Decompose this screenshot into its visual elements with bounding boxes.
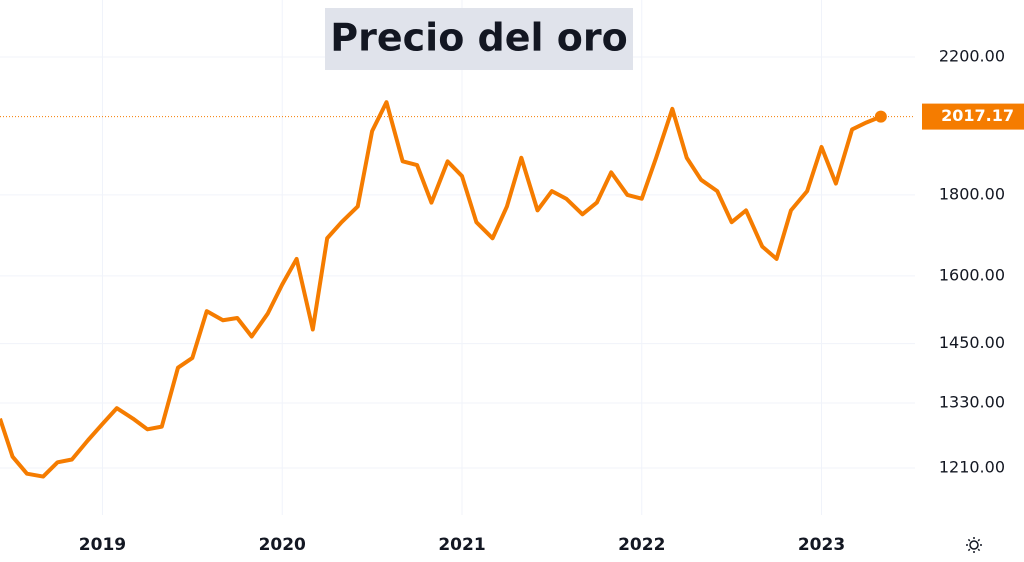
title-box <box>325 8 633 70</box>
price-line <box>0 100 882 479</box>
plot-area <box>0 100 915 479</box>
chart-title: Precio del oro <box>330 16 627 60</box>
y-tick-label: 1600.00 <box>939 265 1005 284</box>
x-tick-label: 2019 <box>79 535 126 555</box>
price-tag-label: 2017.17 <box>941 106 1014 125</box>
y-tick-label: 1450.00 <box>939 333 1005 352</box>
y-tick-label: 1210.00 <box>939 457 1005 476</box>
y-tick-label: 1800.00 <box>939 184 1005 203</box>
x-tick-label: 2020 <box>259 535 306 555</box>
last-point <box>874 110 887 123</box>
y-tick-label: 2200.00 <box>939 46 1005 65</box>
price-tag <box>922 103 1024 130</box>
x-tick-label: 2021 <box>438 535 485 555</box>
settings-icon[interactable] <box>966 537 982 553</box>
y-tick-label: 1330.00 <box>939 392 1005 411</box>
x-tick-label: 2022 <box>618 535 665 555</box>
x-tick-label: 2023 <box>798 535 845 555</box>
